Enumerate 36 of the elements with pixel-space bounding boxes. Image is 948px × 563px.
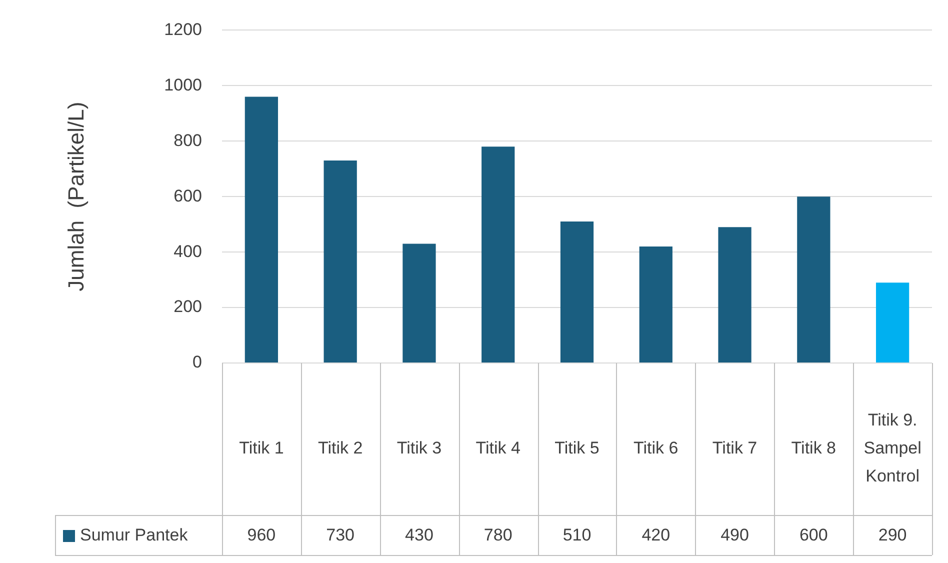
data-label: 600 <box>799 526 828 545</box>
data-label: 290 <box>878 526 907 545</box>
bar <box>718 227 752 362</box>
data-label: 510 <box>562 526 592 545</box>
x-tick-label: Titik 7 <box>712 438 758 458</box>
x-tick-label: Titik 4 <box>476 438 520 458</box>
y-tick-label: 400 <box>174 242 202 261</box>
bar <box>402 244 436 362</box>
y-tick-label: 1000 <box>164 75 202 94</box>
bar <box>244 96 278 362</box>
x-tick-label: Titik 2 <box>318 438 363 458</box>
x-tick-label: Titik 6 <box>634 438 678 458</box>
legend-label: Sumur Pantek <box>80 526 188 545</box>
data-label: 420 <box>642 526 670 545</box>
data-label: 960 <box>247 526 276 545</box>
bar <box>639 246 672 362</box>
x-tick-label: Titik 8 <box>791 438 836 458</box>
y-tick-label: 0 <box>192 352 202 372</box>
x-tick-label: Titik 9. Sampel Kontrol <box>864 410 922 486</box>
y-tick-label: 1200 <box>164 20 202 39</box>
data-label: 430 <box>405 526 434 545</box>
x-tick-label: Titik 3 <box>396 438 442 458</box>
bar <box>482 146 515 362</box>
bar <box>876 282 910 362</box>
y-tick-label: 600 <box>174 186 202 206</box>
data-label: 730 <box>326 526 355 545</box>
data-label: 780 <box>484 526 512 545</box>
y-axis-title: Jumlah (Partikel/L) <box>63 102 88 292</box>
y-tick-label: 800 <box>174 130 202 150</box>
x-tick-label: Titik 5 <box>554 438 600 458</box>
y-tick-label: 200 <box>174 297 202 316</box>
bar <box>324 160 357 362</box>
data-label: 490 <box>720 526 749 545</box>
bar <box>797 196 830 362</box>
bar <box>560 222 594 362</box>
x-tick-label: Titik 1 <box>239 438 284 458</box>
